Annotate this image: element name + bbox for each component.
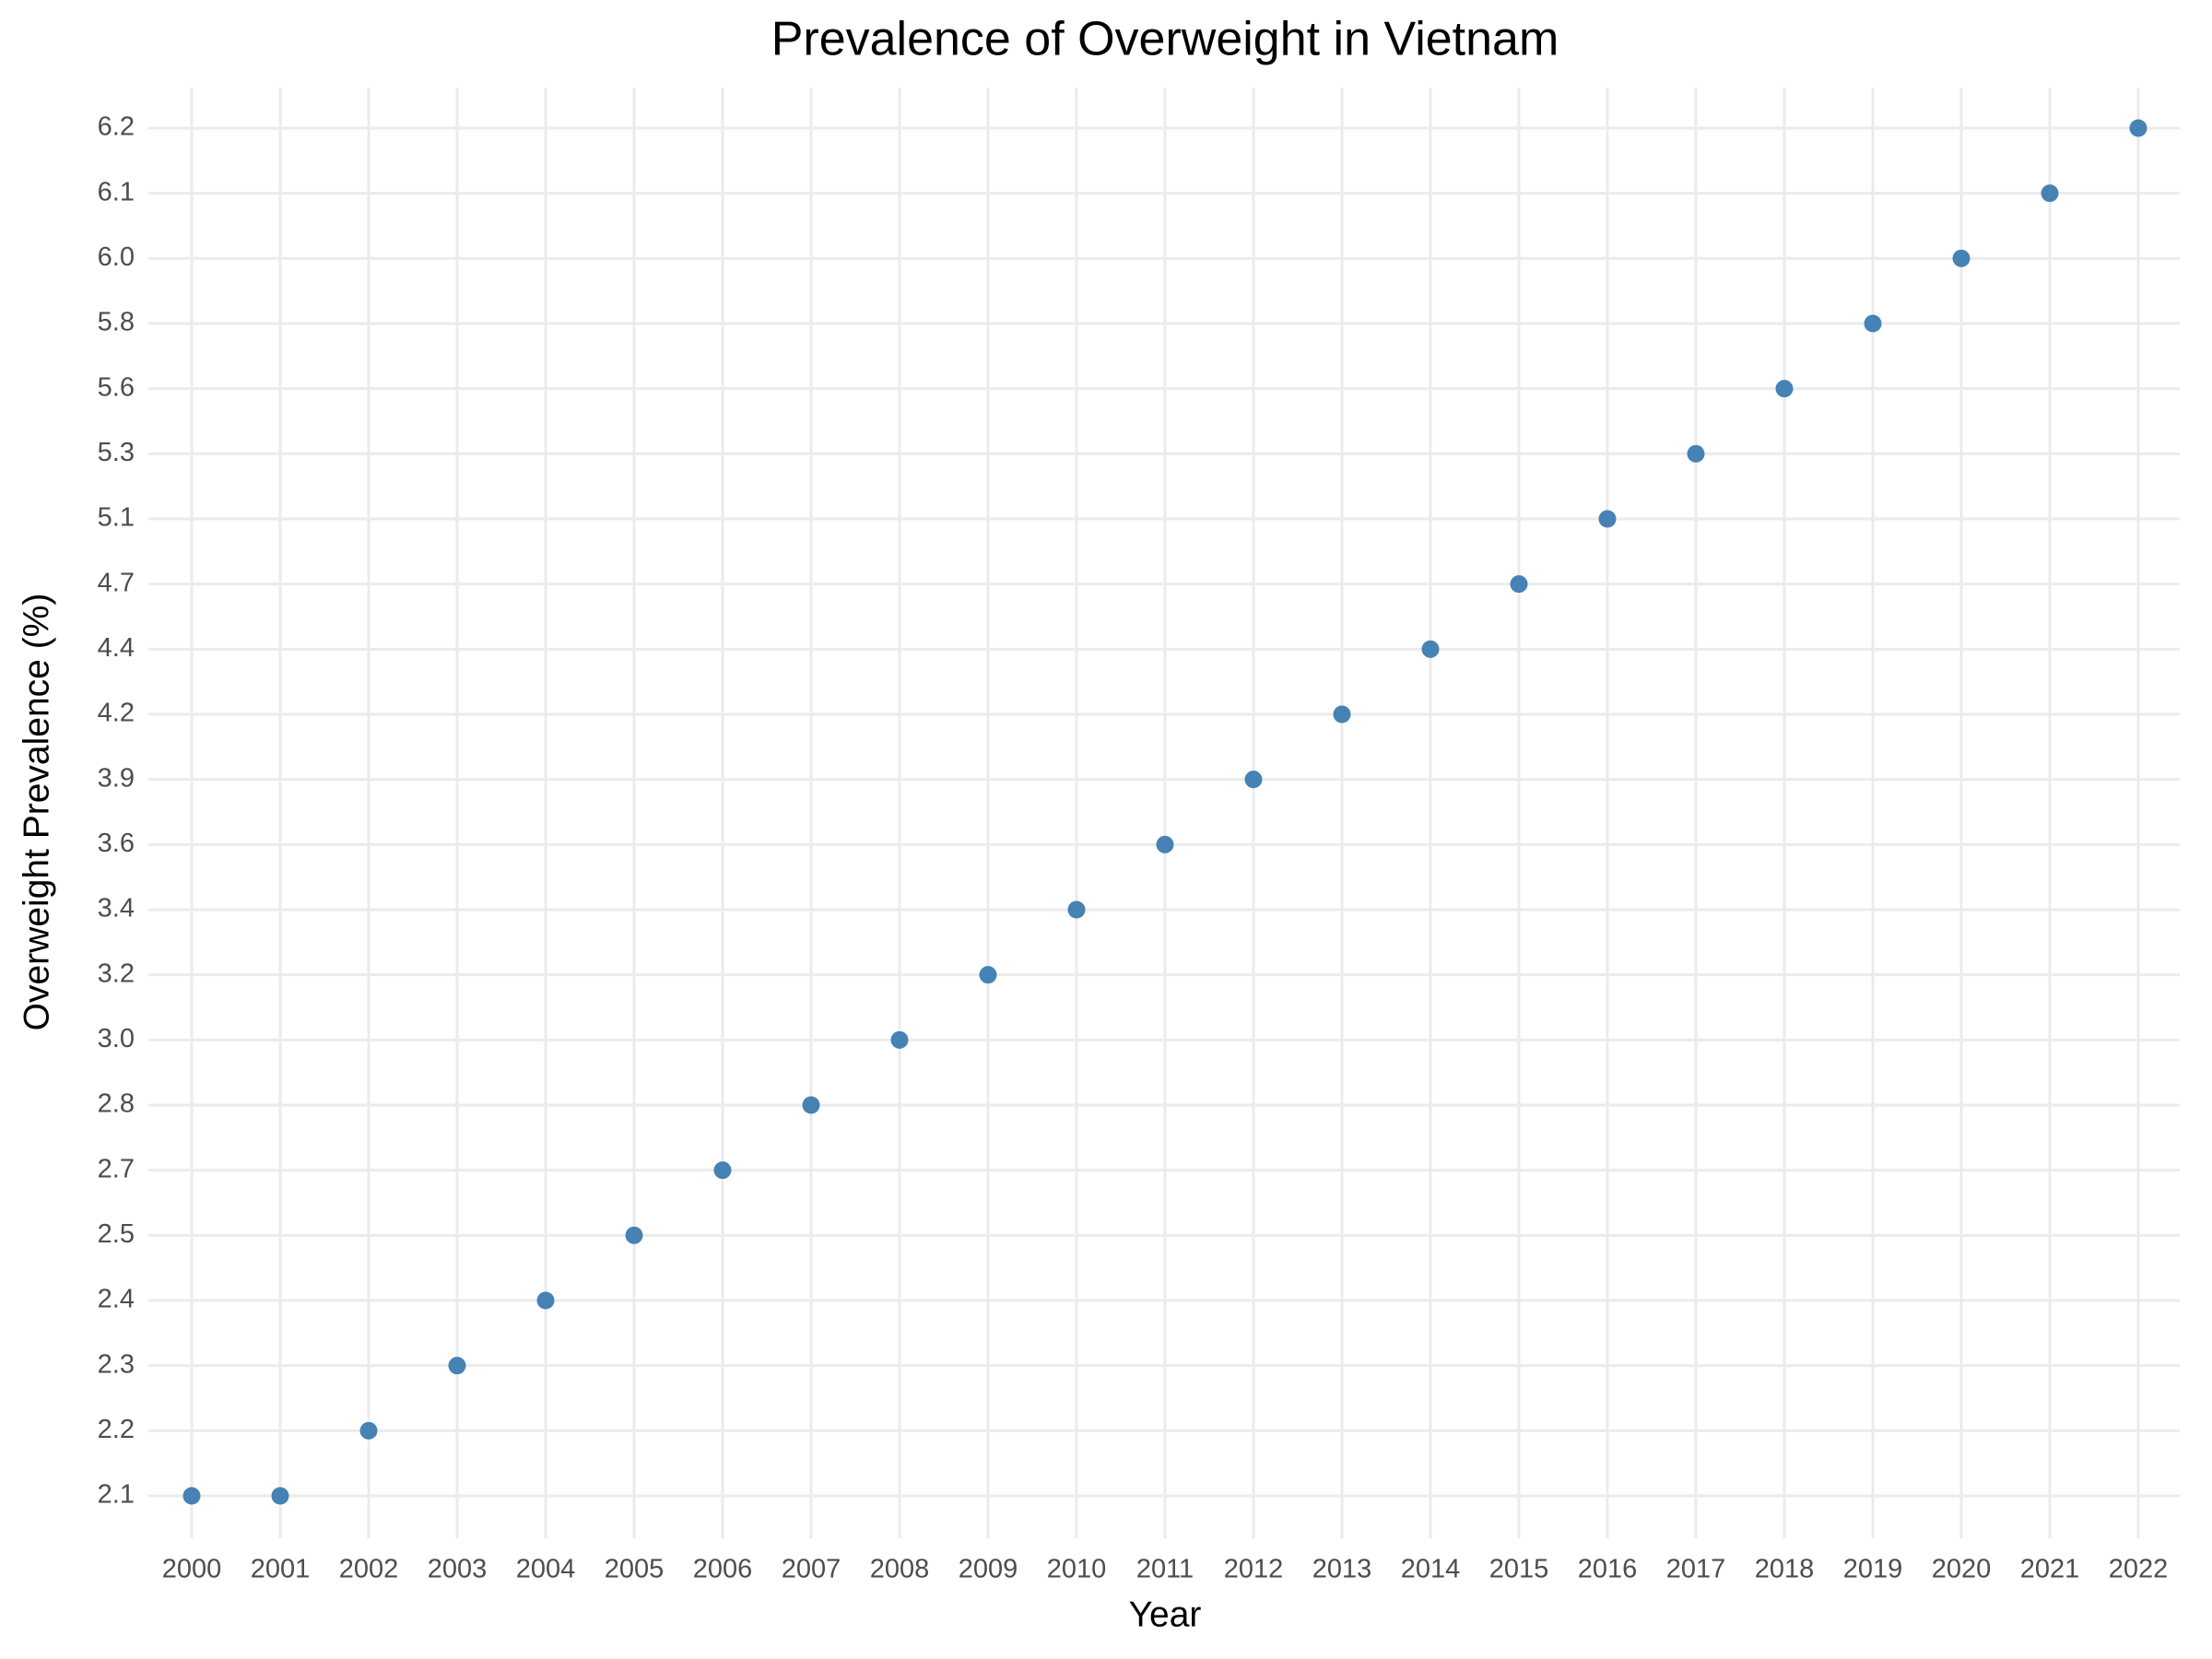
y-tick-label: 5.6 <box>98 372 135 402</box>
point <box>1687 444 1705 463</box>
x-tick-label: 2012 <box>1224 1555 1284 1584</box>
x-tick-label: 2017 <box>1666 1555 1726 1584</box>
x-tick-label: 2007 <box>782 1555 841 1584</box>
y-tick-label: 2.8 <box>98 1089 135 1119</box>
x-tick-label: 2006 <box>693 1555 753 1584</box>
x-tick-label: 2016 <box>1578 1555 1638 1584</box>
y-tick-label: 2.2 <box>98 1415 135 1444</box>
y-tick-label: 2.5 <box>98 1219 135 1249</box>
y-tick-label: 6.0 <box>98 242 135 272</box>
point <box>271 1487 289 1505</box>
x-tick-label: 2018 <box>1755 1555 1815 1584</box>
y-tick-label: 3.9 <box>98 763 135 793</box>
point <box>2041 184 2059 203</box>
y-axis-title: Overweight Prevalence (%) <box>17 594 56 1031</box>
y-tick-label: 2.4 <box>98 1285 135 1314</box>
x-tick-label: 2003 <box>428 1555 488 1584</box>
point <box>1864 314 1882 333</box>
x-tick-label: 2002 <box>339 1555 399 1584</box>
point <box>890 1030 909 1049</box>
x-tick-label: 2005 <box>605 1555 665 1584</box>
point <box>625 1226 643 1244</box>
x-tick-label: 2004 <box>516 1555 576 1584</box>
point <box>1421 640 1440 658</box>
x-tick-label: 2015 <box>1489 1555 1549 1584</box>
y-tick-label: 2.7 <box>98 1154 135 1183</box>
point <box>448 1357 466 1375</box>
y-tick-label: 5.8 <box>98 308 135 337</box>
x-tick-label: 2011 <box>1136 1555 1194 1584</box>
point <box>979 966 997 984</box>
point <box>182 1487 201 1505</box>
x-tick-label: 2013 <box>1312 1555 1372 1584</box>
y-tick-label: 5.1 <box>98 503 135 533</box>
x-axis-title: Year <box>1129 1594 1202 1634</box>
y-tick-label: 4.2 <box>98 699 135 728</box>
point <box>802 1096 820 1114</box>
x-tick-label: 2022 <box>2109 1555 2169 1584</box>
point <box>1952 249 1971 267</box>
point <box>1775 380 1794 398</box>
point <box>536 1291 555 1310</box>
x-tick-label: 2009 <box>959 1555 1018 1584</box>
y-tick-label: 3.4 <box>98 894 135 924</box>
x-tick-label: 2001 <box>251 1555 311 1584</box>
y-tick-label: 2.3 <box>98 1349 135 1379</box>
point <box>1510 575 1528 594</box>
point <box>2129 119 2147 137</box>
y-tick-label: 2.1 <box>98 1480 135 1510</box>
point <box>713 1161 732 1180</box>
point <box>1156 835 1174 853</box>
point <box>1598 510 1617 528</box>
x-tick-label: 2019 <box>1843 1555 1903 1584</box>
y-tick-label: 3.0 <box>98 1024 135 1053</box>
y-tick-label: 3.2 <box>98 959 135 988</box>
x-tick-label: 2014 <box>1401 1555 1461 1584</box>
y-tick-label: 4.7 <box>98 568 135 597</box>
point <box>1244 771 1263 789</box>
point <box>359 1421 378 1440</box>
y-tick-label: 4.4 <box>98 633 135 663</box>
point <box>1067 900 1086 919</box>
x-tick-label: 2010 <box>1047 1555 1107 1584</box>
x-tick-label: 2008 <box>870 1555 930 1584</box>
y-tick-label: 3.6 <box>98 829 135 858</box>
x-tick-label: 2020 <box>1932 1555 1992 1584</box>
x-tick-label: 2000 <box>162 1555 222 1584</box>
y-tick-label: 6.1 <box>98 177 135 206</box>
y-tick-label: 5.3 <box>98 438 135 467</box>
point <box>1333 705 1351 724</box>
chart-title: Prevalence of Overweight in Vietnam <box>771 13 1559 66</box>
y-tick-label: 6.2 <box>98 112 135 142</box>
x-tick-label: 2021 <box>2020 1555 2080 1584</box>
